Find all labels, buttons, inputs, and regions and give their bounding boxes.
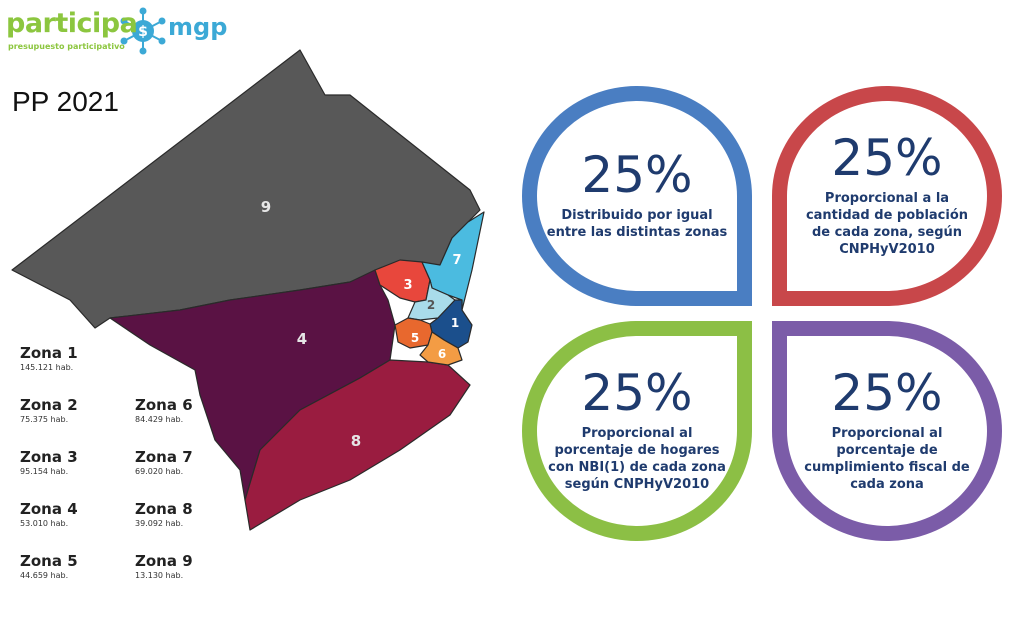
brand-name: participa xyxy=(6,8,138,39)
legend-zone-name: Zona 7 xyxy=(135,448,193,466)
criterion-percent: 25% xyxy=(581,146,693,205)
legend-zone-population: 69.020 hab. xyxy=(135,467,184,476)
zone-1-label: 1 xyxy=(451,316,459,330)
criterion-description: Proporcional al porcentaje de cumplimien… xyxy=(804,426,970,492)
criterion-description: Proporcional al porcentaje de hogares co… xyxy=(548,426,726,492)
zones-map: 9 4 8 3 7 2 1 5 6 xyxy=(11,49,485,531)
legend-zone-population: 53.010 hab. xyxy=(20,519,69,528)
criterion-description: Proporcional a la cantidad de población … xyxy=(805,191,969,257)
brand-suffix: mgp xyxy=(168,13,228,41)
legend-zone-population: 75.375 hab. xyxy=(20,415,69,424)
legend-zone-4: Zona 4 53.010 hab. xyxy=(20,500,130,528)
legend-zone-7: Zona 7 69.020 hab. xyxy=(135,448,245,476)
criterion-percent: 25% xyxy=(831,364,943,423)
criterion-nbi-households: 25% Proporcional al porcentaje de hogare… xyxy=(522,321,752,541)
legend-zone-name: Zona 6 xyxy=(135,396,193,414)
zone-8-label: 8 xyxy=(351,432,361,450)
legend-zone-population: 95.154 hab. xyxy=(20,467,69,476)
zone-2-label: 2 xyxy=(427,298,435,312)
criterion-population: 25% Proporcional a la cantidad de poblac… xyxy=(772,86,1002,306)
legend-zone-population: 84.429 hab. xyxy=(135,415,184,424)
legend-zone-population: 39.092 hab. xyxy=(135,519,184,528)
dollar-network-icon: $ xyxy=(120,7,166,55)
legend-zone-6: Zona 6 84.429 hab. xyxy=(135,396,245,424)
zone-4-label: 4 xyxy=(297,330,307,348)
zone-9-label: 9 xyxy=(261,198,271,216)
zone-6-label: 6 xyxy=(438,347,446,361)
legend-zone-9: Zona 9 13.130 hab. xyxy=(135,552,245,580)
legend-zone-name: Zona 3 xyxy=(20,448,78,466)
logo: $ xyxy=(6,4,226,60)
legend-zone-name: Zona 8 xyxy=(135,500,193,518)
zone-5-label: 5 xyxy=(411,331,419,345)
zone-7-label: 7 xyxy=(452,253,461,268)
legend-zone-2: Zona 2 75.375 hab. xyxy=(20,396,130,424)
svg-text:$: $ xyxy=(138,24,148,40)
legend-zone-population: 44.659 hab. xyxy=(20,571,69,580)
legend-zone-name: Zona 4 xyxy=(20,500,78,518)
legend-zone-5: Zona 5 44.659 hab. xyxy=(20,552,130,580)
brand-subtitle: presupuesto participativo xyxy=(8,42,125,51)
zone-6-region[interactable] xyxy=(419,331,463,366)
criterion-percent: 25% xyxy=(581,364,693,423)
legend-zone-population: 145.121 hab. xyxy=(20,363,74,372)
legend-zone-3: Zona 3 95.154 hab. xyxy=(20,448,130,476)
legend-zone-name: Zona 2 xyxy=(20,396,78,414)
legend-zone-name: Zona 5 xyxy=(20,552,78,570)
criterion-description: Distribuido por igual entre las distinta… xyxy=(546,208,728,240)
legend-zone-name: Zona 9 xyxy=(135,552,193,570)
legend-zone-1: Zona 1 145.121 hab. xyxy=(20,344,130,372)
criterion-percent: 25% xyxy=(831,129,943,188)
criterion-fiscal-compliance: 25% Proporcional al porcentaje de cumpli… xyxy=(772,321,1002,541)
legend-zone-name: Zona 1 xyxy=(20,344,78,362)
legend-zone-population: 13.130 hab. xyxy=(135,571,184,580)
zone-3-label: 3 xyxy=(403,278,412,293)
zone-8-region[interactable] xyxy=(244,359,471,531)
criterion-equal-distribution: 25% Distribuido por igual entre las dist… xyxy=(522,86,752,306)
legend-zone-8: Zona 8 39.092 hab. xyxy=(135,500,245,528)
page-title: PP 2021 xyxy=(12,86,119,117)
